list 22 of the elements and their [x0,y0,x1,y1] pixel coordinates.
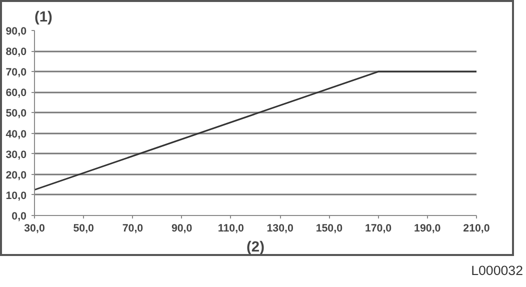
x-tick-label: 90,0 [171,222,192,234]
text: L000032 [471,262,523,280]
x-tick-label: 130,0 [266,222,294,234]
x-tick-label: 150,0 [316,222,343,234]
x-tick-label: 70,0 [122,222,144,234]
y-tick-label: 10,0 [6,190,27,202]
x-tick-label: 210,0 [463,222,490,234]
x-tick-label: 190,0 [414,222,441,234]
y-axis-title: (1) [34,10,53,26]
y-tick-label: 70,0 [6,66,27,79]
y-tick-label: 30,0 [6,148,27,161]
y-tick-label: 50,0 [6,108,27,120]
y-tick-label: 20,0 [6,169,27,182]
x-tick-label: 50,0 [73,222,94,234]
x-tick-label: 30,0 [24,222,45,234]
y-tick-label: 40,0 [6,128,27,140]
y-tick-label: 60,0 [6,87,27,100]
x-tick-label: 170,0 [364,222,392,234]
x-tick-label: 110,0 [218,222,244,234]
y-tick-label: 80,0 [6,46,27,58]
y-tick-label: 90,0 [6,26,27,38]
y-tick-label: 0,0 [12,210,27,222]
